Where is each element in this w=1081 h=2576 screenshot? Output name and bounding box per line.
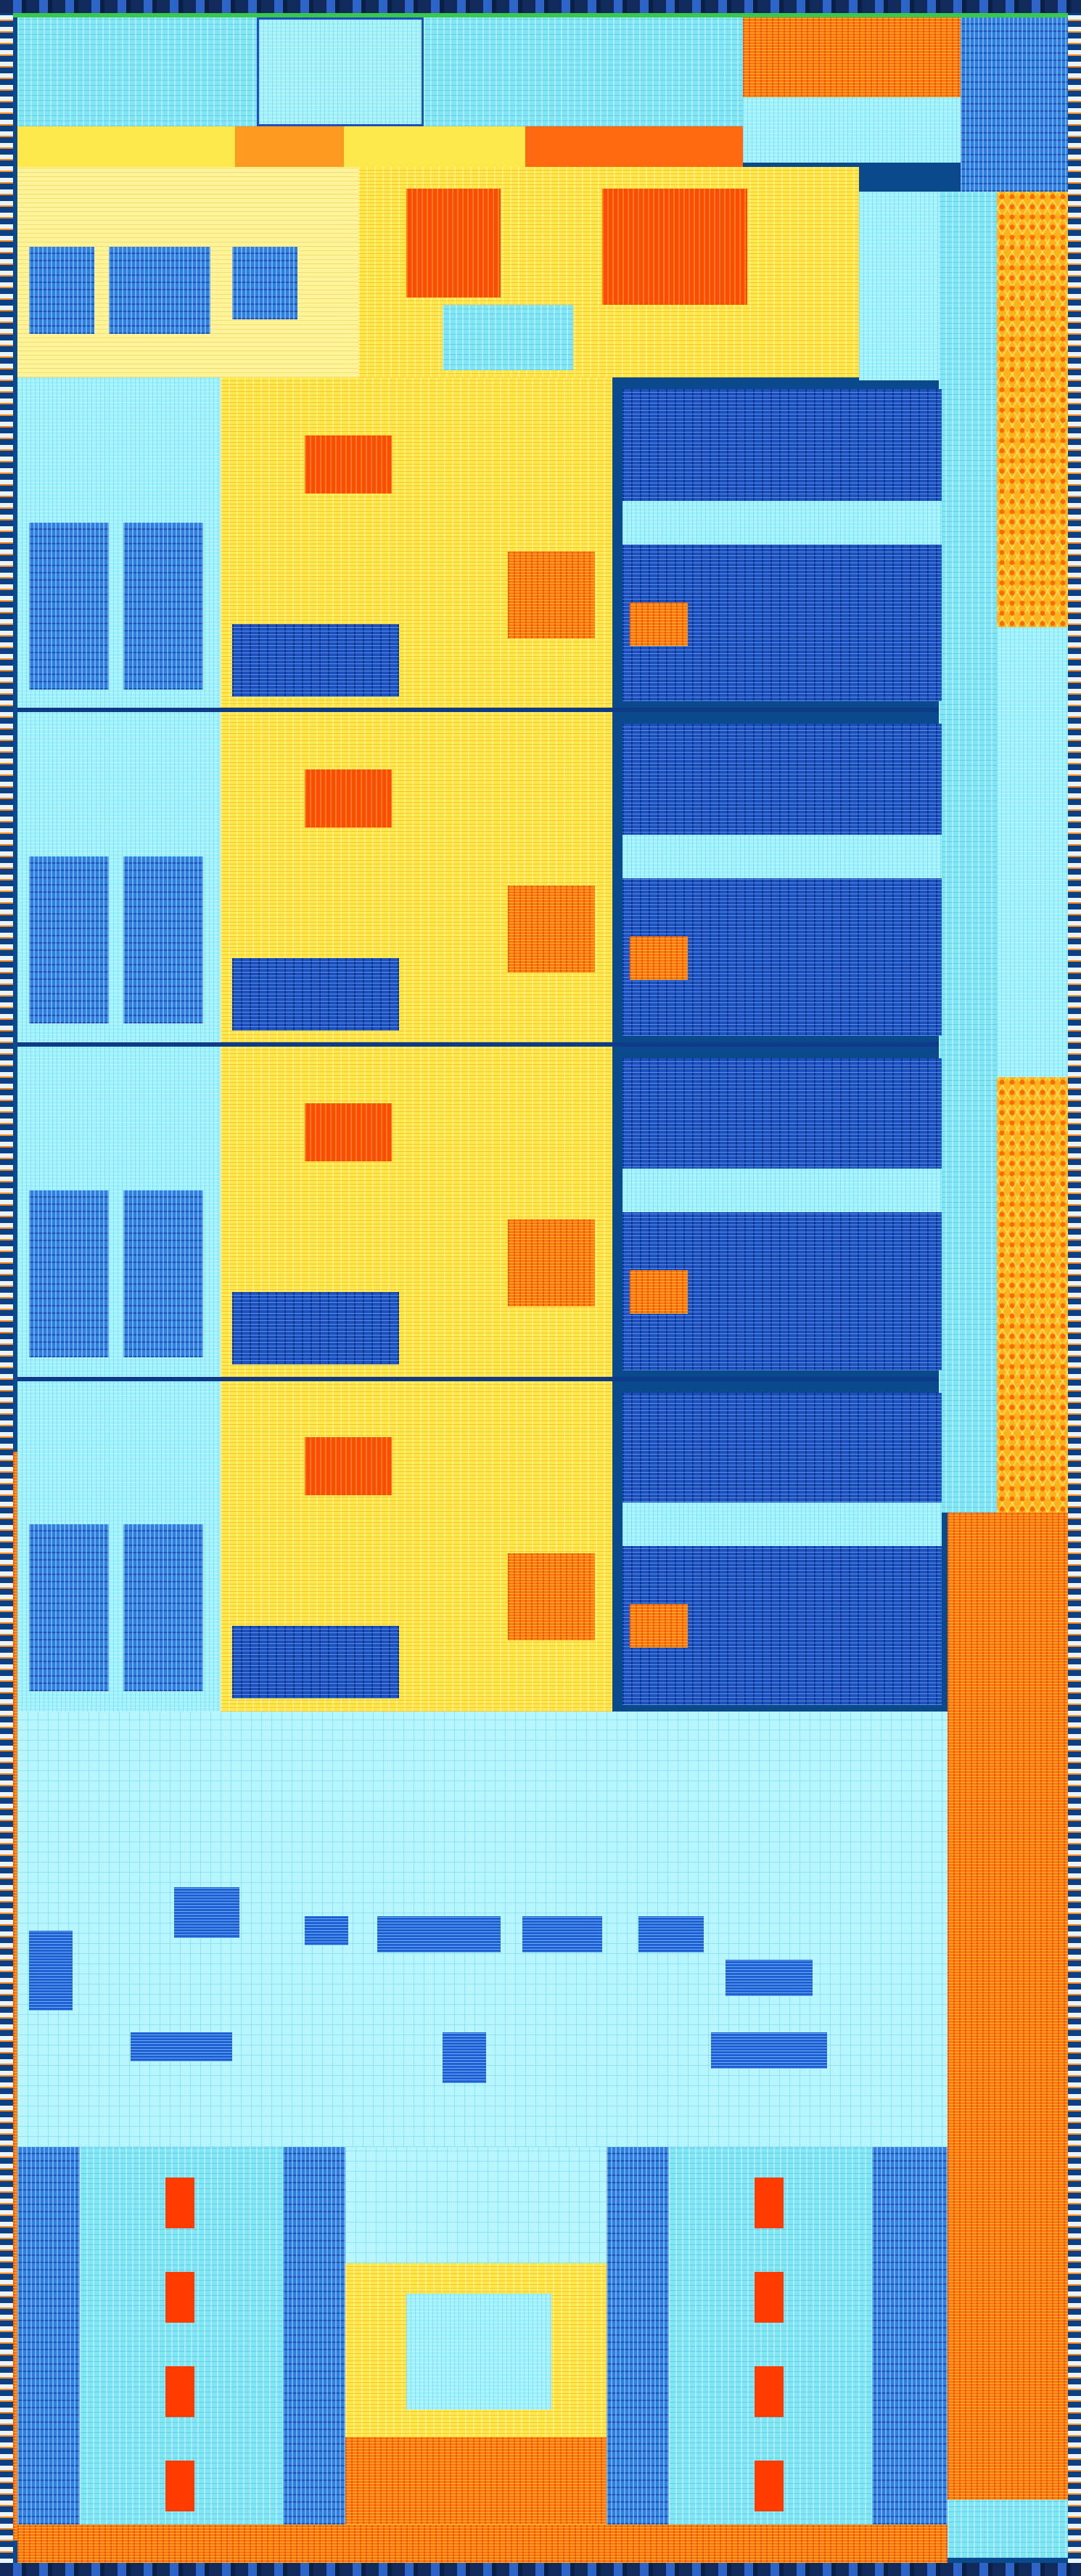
core-3-orange-block <box>508 1219 595 1307</box>
core-2-blue-array-1 <box>29 856 109 1023</box>
core-2-red-block <box>305 769 392 827</box>
memory-controller-corner <box>948 2500 1068 2558</box>
core-1-register-file <box>232 624 399 697</box>
memory-controller-block <box>948 1513 1068 2500</box>
core-4-register-file <box>232 1626 399 1698</box>
lower-left-red-marker-2 <box>165 2272 194 2323</box>
io-hex-column-lower <box>997 1077 1068 1513</box>
core-separator-3 <box>17 1377 939 1381</box>
cache-slice-1 <box>622 389 942 701</box>
core-1-blue-array-2 <box>123 523 203 690</box>
system-agent-blue-cluster-2 <box>109 247 210 334</box>
cache-slice-4 <box>622 1393 942 1705</box>
cache-slice-3-orange-pad <box>630 1270 688 1314</box>
cache-slice-2-orange-pad <box>630 936 688 980</box>
top-pad-row <box>0 0 1081 13</box>
system-agent-blue-cluster-3 <box>232 247 297 319</box>
graphics-block-9 <box>443 2032 486 2083</box>
core-1-red-block <box>305 436 392 494</box>
io-column-middle <box>997 627 1068 1077</box>
top-corner-block <box>961 17 1068 192</box>
system-agent-right-column <box>859 192 939 380</box>
bottom-io-strip <box>17 2524 948 2563</box>
graphics-block-6 <box>638 1916 704 1953</box>
right-pad-column <box>1068 13 1081 2563</box>
system-agent-band <box>17 126 743 167</box>
cache-slice-4-orange-pad <box>630 1604 688 1648</box>
graphics-block-3 <box>305 1916 348 1945</box>
core-3-register-file <box>232 1292 399 1365</box>
system-agent-cyan-block <box>443 305 573 370</box>
lower-left-red-marker-1 <box>165 2178 194 2228</box>
cache-slice-3-tag-band <box>622 1169 942 1212</box>
lower-array-left-outer-column <box>17 2147 80 2524</box>
lower-array-right-inner-column <box>607 2147 669 2524</box>
graphics-block-5 <box>522 1916 602 1953</box>
top-display-block <box>257 17 424 126</box>
core-separator-2 <box>17 1042 939 1047</box>
system-agent-blue-cluster-1 <box>29 247 94 334</box>
graphics-block-7 <box>726 1960 813 1996</box>
lower-right-red-marker-3 <box>755 2366 784 2417</box>
system-agent-red-block-2 <box>602 189 747 305</box>
left-orange-strip <box>13 1452 17 2540</box>
lower-right-red-marker-4 <box>755 2461 784 2511</box>
core-2-orange-block <box>508 886 595 973</box>
top-io-block-left <box>17 17 257 126</box>
core-separator-1 <box>17 708 939 712</box>
lower-center-orange <box>345 2437 607 2524</box>
lower-center-region <box>345 2147 607 2263</box>
lower-left-red-marker-4 <box>165 2461 194 2511</box>
top-io-block-right <box>743 17 961 97</box>
graphics-block-10 <box>711 2032 827 2069</box>
cache-slice-1-orange-pad <box>630 602 688 646</box>
ring-bus-column <box>939 192 997 1513</box>
core-4-blue-array-1 <box>29 1524 109 1691</box>
core-4-orange-block <box>508 1553 595 1640</box>
io-hex-column-upper <box>997 192 1068 627</box>
core-4-blue-array-2 <box>123 1524 203 1691</box>
graphics-block-8 <box>131 2032 232 2061</box>
top-pll-block <box>743 97 961 163</box>
top-io-block-middle <box>424 17 743 126</box>
lower-center-cyan-core <box>406 2294 551 2410</box>
lower-array-left-inner-column <box>283 2147 345 2524</box>
core-3-red-block <box>305 1103 392 1161</box>
cache-slice-4-tag-band <box>622 1502 942 1546</box>
lower-right-red-marker-2 <box>755 2272 784 2323</box>
bottom-pad-row <box>0 2563 1081 2576</box>
core-2-register-file <box>232 958 399 1031</box>
core-4-red-block <box>305 1437 392 1495</box>
core-1-blue-array-1 <box>29 523 109 690</box>
lower-left-red-marker-3 <box>165 2366 194 2417</box>
cache-slice-1-tag-band <box>622 501 942 544</box>
cache-slice-2-tag-band <box>622 835 942 878</box>
lower-right-red-marker-1 <box>755 2178 784 2228</box>
top-green-strip <box>13 13 1068 17</box>
lower-array-right-outer-column <box>872 2147 948 2524</box>
graphics-block-2 <box>174 1887 239 1938</box>
left-pad-column <box>0 13 13 2563</box>
graphics-block-4 <box>377 1916 501 1953</box>
core-3-blue-array-2 <box>123 1190 203 1357</box>
cache-slice-2 <box>622 724 942 1036</box>
core-1-orange-block <box>508 552 595 639</box>
cache-slice-3 <box>622 1058 942 1370</box>
system-agent-red-block-1 <box>406 189 501 298</box>
core-3-blue-array-1 <box>29 1190 109 1357</box>
core-2-blue-array-2 <box>123 856 203 1023</box>
graphics-block-1 <box>29 1931 73 2011</box>
